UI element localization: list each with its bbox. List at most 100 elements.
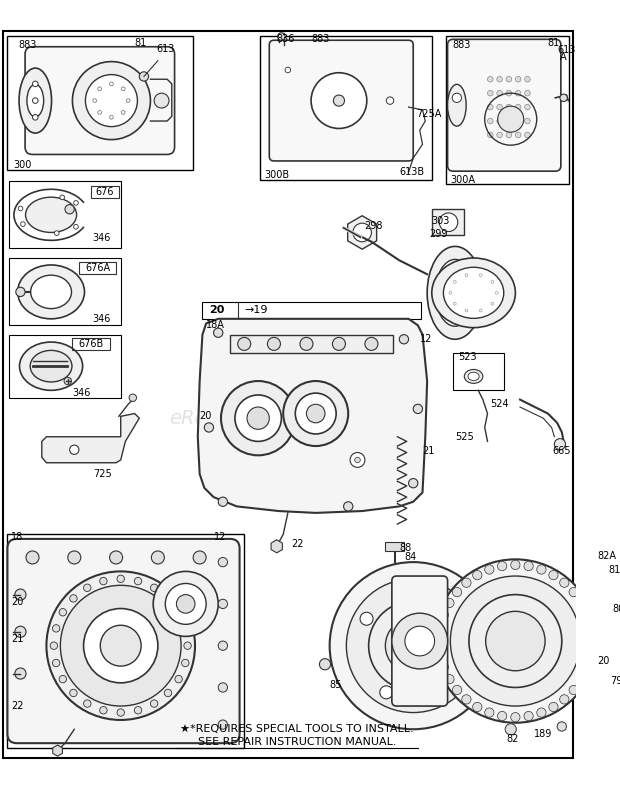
- Text: 88: 88: [399, 543, 412, 553]
- Circle shape: [26, 551, 39, 564]
- Circle shape: [479, 274, 482, 277]
- Circle shape: [69, 445, 79, 454]
- Circle shape: [135, 706, 142, 714]
- Text: 18A: 18A: [206, 320, 225, 331]
- Circle shape: [117, 709, 125, 716]
- Circle shape: [469, 595, 562, 687]
- Circle shape: [347, 579, 480, 712]
- Circle shape: [497, 133, 502, 138]
- Circle shape: [485, 611, 545, 671]
- Circle shape: [462, 578, 471, 587]
- Text: 79: 79: [611, 675, 620, 686]
- Circle shape: [164, 690, 172, 697]
- Circle shape: [110, 115, 113, 119]
- Circle shape: [560, 695, 569, 704]
- Circle shape: [135, 578, 142, 585]
- Circle shape: [549, 702, 558, 712]
- Circle shape: [60, 585, 181, 706]
- Bar: [79, 262, 116, 275]
- Circle shape: [386, 97, 394, 104]
- Circle shape: [295, 393, 336, 434]
- Circle shape: [525, 91, 530, 96]
- Text: 86: 86: [397, 648, 409, 658]
- Circle shape: [587, 637, 596, 645]
- Circle shape: [380, 686, 393, 699]
- Circle shape: [300, 338, 313, 350]
- Ellipse shape: [19, 342, 82, 391]
- Circle shape: [84, 584, 91, 592]
- Text: 836: 836: [277, 34, 295, 44]
- Circle shape: [154, 93, 169, 108]
- Circle shape: [218, 682, 228, 692]
- Bar: [7, 36, 193, 170]
- Circle shape: [485, 708, 494, 717]
- Circle shape: [439, 663, 448, 671]
- Bar: [393, 641, 430, 680]
- Circle shape: [453, 686, 462, 694]
- Circle shape: [506, 77, 511, 82]
- Circle shape: [59, 608, 66, 616]
- Circle shape: [283, 381, 348, 446]
- Circle shape: [355, 457, 360, 463]
- Circle shape: [392, 613, 448, 669]
- Circle shape: [100, 625, 141, 666]
- Circle shape: [409, 479, 418, 488]
- Circle shape: [164, 595, 172, 602]
- Circle shape: [577, 675, 586, 684]
- Circle shape: [491, 281, 494, 283]
- Bar: [386, 542, 404, 551]
- Circle shape: [511, 560, 520, 570]
- Circle shape: [65, 204, 74, 214]
- Text: 20: 20: [597, 656, 609, 667]
- FancyBboxPatch shape: [448, 39, 561, 171]
- Circle shape: [64, 377, 71, 385]
- Circle shape: [218, 600, 228, 608]
- Bar: [73, 338, 110, 350]
- Text: 20: 20: [200, 411, 212, 421]
- Circle shape: [582, 611, 591, 619]
- Circle shape: [237, 338, 250, 350]
- Text: 20: 20: [11, 597, 24, 607]
- Circle shape: [436, 623, 445, 633]
- Circle shape: [497, 562, 507, 570]
- Circle shape: [193, 551, 206, 564]
- Circle shape: [311, 73, 367, 129]
- Text: 300: 300: [13, 159, 32, 170]
- Bar: [9, 259, 121, 325]
- Circle shape: [110, 551, 123, 564]
- Bar: [260, 36, 432, 180]
- Circle shape: [505, 724, 516, 735]
- Circle shape: [497, 77, 502, 82]
- Circle shape: [453, 666, 466, 679]
- Text: 82A: 82A: [597, 551, 616, 561]
- Text: 81: 81: [548, 38, 560, 48]
- Circle shape: [151, 700, 158, 707]
- Circle shape: [53, 660, 60, 667]
- Ellipse shape: [432, 258, 515, 327]
- Circle shape: [569, 588, 578, 596]
- Bar: [604, 674, 620, 687]
- Circle shape: [405, 626, 435, 656]
- Circle shape: [218, 641, 228, 650]
- Bar: [91, 186, 119, 198]
- Ellipse shape: [468, 372, 479, 380]
- Circle shape: [306, 404, 325, 423]
- Polygon shape: [348, 215, 376, 249]
- Circle shape: [285, 67, 291, 73]
- Circle shape: [413, 404, 422, 413]
- Text: 346: 346: [92, 314, 110, 323]
- Circle shape: [524, 562, 533, 570]
- Circle shape: [445, 598, 454, 608]
- Circle shape: [399, 632, 427, 660]
- Text: 298: 298: [364, 221, 383, 231]
- Circle shape: [15, 589, 26, 600]
- Bar: [230, 335, 393, 353]
- Circle shape: [524, 712, 533, 720]
- Circle shape: [175, 608, 182, 616]
- Circle shape: [73, 62, 151, 140]
- Circle shape: [117, 575, 125, 582]
- Bar: [7, 534, 244, 748]
- Text: 21: 21: [422, 446, 435, 456]
- Text: 523: 523: [458, 352, 476, 362]
- Circle shape: [151, 551, 164, 564]
